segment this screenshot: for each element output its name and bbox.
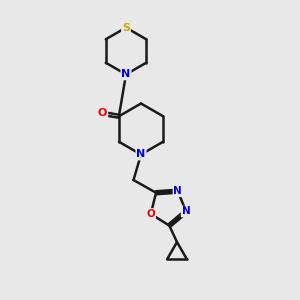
Text: O: O: [98, 109, 107, 118]
Text: S: S: [122, 22, 130, 33]
Text: N: N: [122, 69, 130, 80]
Text: N: N: [173, 186, 182, 196]
Text: N: N: [182, 206, 190, 217]
Text: O: O: [146, 209, 155, 219]
Text: N: N: [136, 149, 146, 160]
